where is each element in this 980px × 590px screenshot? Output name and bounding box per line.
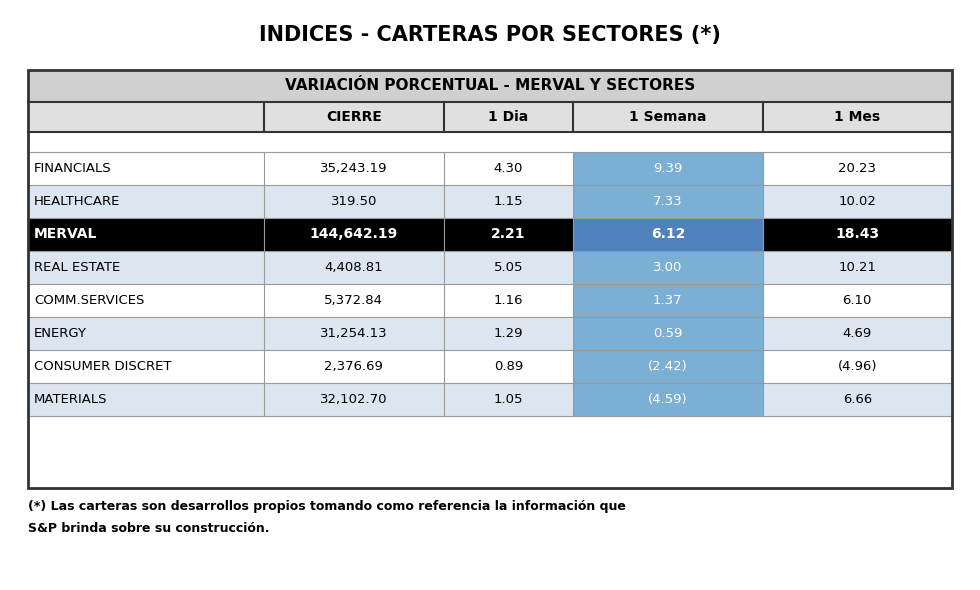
Text: 1.16: 1.16 [494, 294, 523, 307]
Text: 144,642.19: 144,642.19 [310, 228, 398, 241]
Text: CONSUMER DISCRET: CONSUMER DISCRET [34, 360, 172, 373]
Bar [28, 152, 952, 185]
Bar [28, 218, 952, 251]
Text: CIERRE: CIERRE [325, 110, 381, 124]
Bar [28, 102, 952, 132]
Text: 1.05: 1.05 [494, 393, 523, 406]
Bar [28, 70, 952, 488]
Text: VARIACIÓN PORCENTUAL - MERVAL Y SECTORES: VARIACIÓN PORCENTUAL - MERVAL Y SECTORES [285, 78, 695, 93]
Bar [28, 132, 952, 152]
Text: 1 Mes: 1 Mes [834, 110, 880, 124]
Text: MATERIALS: MATERIALS [34, 393, 108, 406]
Bar [573, 251, 762, 284]
Bar [28, 185, 952, 218]
Text: 4.69: 4.69 [843, 327, 872, 340]
Bar [28, 70, 952, 102]
Text: 2.21: 2.21 [491, 228, 525, 241]
Bar [573, 218, 762, 251]
Bar [28, 350, 952, 383]
Text: MERVAL: MERVAL [34, 228, 97, 241]
Text: 4.30: 4.30 [494, 162, 523, 175]
Text: 10.21: 10.21 [838, 261, 876, 274]
Text: 32,102.70: 32,102.70 [319, 393, 387, 406]
Text: 10.02: 10.02 [838, 195, 876, 208]
Bar [28, 251, 952, 284]
Text: 4,408.81: 4,408.81 [324, 261, 383, 274]
Text: 18.43: 18.43 [835, 228, 879, 241]
Bar [28, 317, 952, 350]
Text: 9.39: 9.39 [654, 162, 682, 175]
Text: INDICES - CARTERAS POR SECTORES (*): INDICES - CARTERAS POR SECTORES (*) [259, 25, 721, 45]
Text: 20.23: 20.23 [838, 162, 876, 175]
Text: ENERGY: ENERGY [34, 327, 87, 340]
Text: 5.05: 5.05 [494, 261, 523, 274]
Text: 1 Dia: 1 Dia [488, 110, 528, 124]
Text: (2.42): (2.42) [648, 360, 688, 373]
Text: 1.15: 1.15 [494, 195, 523, 208]
Text: 5,372.84: 5,372.84 [324, 294, 383, 307]
Text: (*) Las carteras son desarrollos propios tomando como referencia la información : (*) Las carteras son desarrollos propios… [28, 500, 626, 513]
Bar [573, 284, 762, 317]
Text: 1.37: 1.37 [653, 294, 683, 307]
Text: (4.96): (4.96) [838, 360, 877, 373]
Text: (4.59): (4.59) [648, 393, 688, 406]
Text: 35,243.19: 35,243.19 [319, 162, 387, 175]
Text: 319.50: 319.50 [330, 195, 377, 208]
Bar [573, 185, 762, 218]
Text: COMM.SERVICES: COMM.SERVICES [34, 294, 144, 307]
Text: 0.59: 0.59 [654, 327, 682, 340]
Bar [573, 152, 762, 185]
Text: 7.33: 7.33 [653, 195, 683, 208]
Text: 0.89: 0.89 [494, 360, 523, 373]
Bar [28, 70, 952, 488]
Text: 31,254.13: 31,254.13 [319, 327, 387, 340]
Text: REAL ESTATE: REAL ESTATE [34, 261, 121, 274]
Text: FINANCIALS: FINANCIALS [34, 162, 112, 175]
Bar [573, 317, 762, 350]
Text: S&P brinda sobre su construcción.: S&P brinda sobre su construcción. [28, 522, 270, 535]
Text: 6.66: 6.66 [843, 393, 872, 406]
Bar [28, 383, 952, 416]
Text: 1 Semana: 1 Semana [629, 110, 707, 124]
Text: 3.00: 3.00 [654, 261, 682, 274]
Bar [573, 383, 762, 416]
Bar [573, 350, 762, 383]
Text: 6.10: 6.10 [843, 294, 872, 307]
Text: 6.12: 6.12 [651, 228, 685, 241]
Bar [28, 416, 952, 436]
Text: 2,376.69: 2,376.69 [324, 360, 383, 373]
Text: 1.29: 1.29 [494, 327, 523, 340]
Text: HEALTHCARE: HEALTHCARE [34, 195, 121, 208]
Bar [28, 284, 952, 317]
